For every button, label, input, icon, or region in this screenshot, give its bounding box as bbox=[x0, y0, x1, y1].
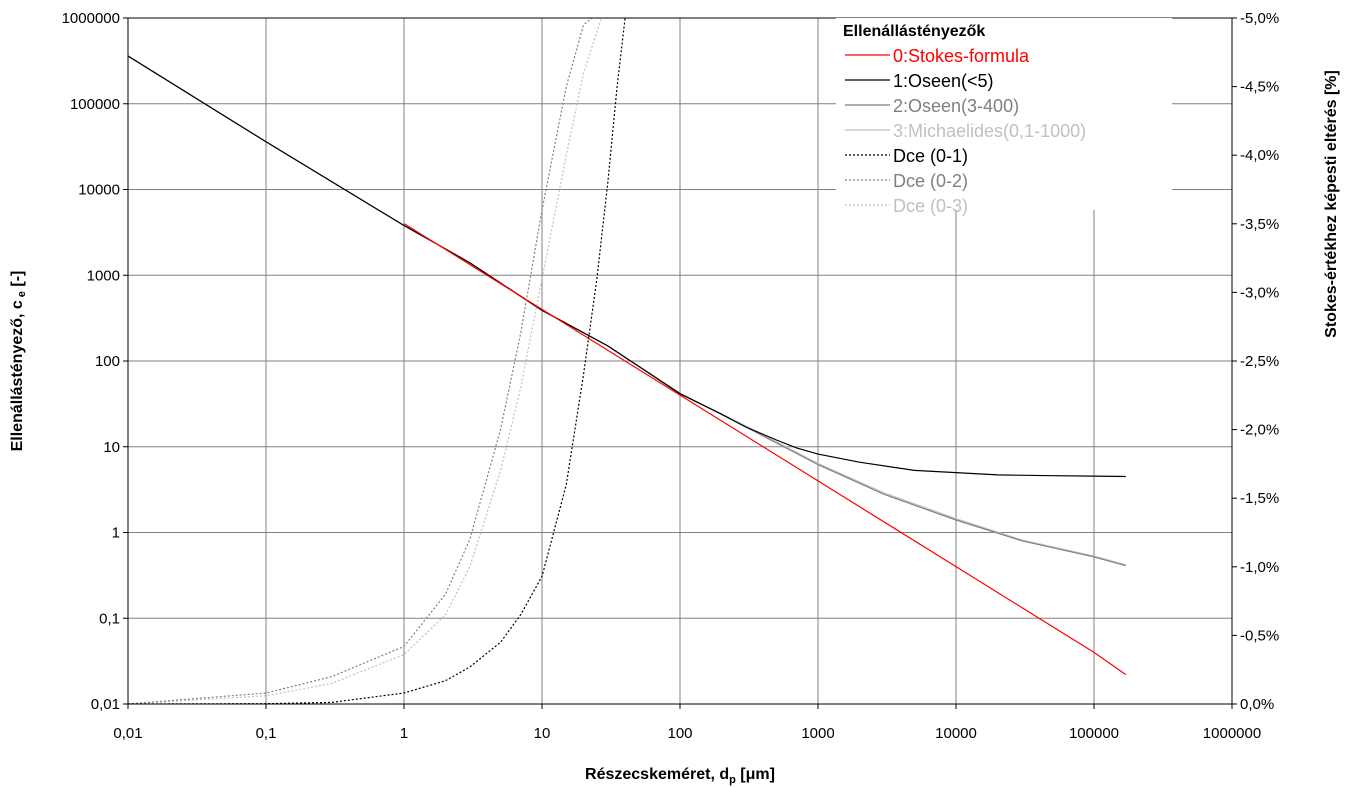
y-tick-label: 1 bbox=[112, 525, 120, 542]
x-tick-label: 100000 bbox=[1069, 725, 1119, 742]
y2-tick-label: -2,5% bbox=[1240, 353, 1279, 370]
legend-label: Dce (0-1) bbox=[893, 146, 968, 166]
y-axis-title-text: Ellenállástényező, c bbox=[9, 300, 26, 451]
y-tick-label: 10 bbox=[103, 439, 120, 456]
y-axis-title: Ellenállástényező, c e [-] bbox=[9, 271, 28, 452]
legend-label: Dce (0-3) bbox=[893, 196, 968, 216]
x-tick-label: 10 bbox=[534, 725, 551, 742]
series-line-6 bbox=[128, 18, 603, 704]
legend-background bbox=[836, 18, 1172, 210]
x-tick-label: 1000 bbox=[801, 725, 834, 742]
y2-axis-ticks: 0,0% -0,5% -1,0% -1,5% -2,0% -2,5% -3,0% -3,5% -… bbox=[1232, 10, 1279, 713]
y-tick-label: 10000 bbox=[78, 182, 120, 199]
series-line-1 bbox=[128, 55, 1126, 478]
x-axis-title-text: Részecskeméret, d bbox=[585, 766, 729, 783]
y-axis-title-sub: e bbox=[16, 291, 28, 297]
legend-label: 3:Michaelides(0,1-1000) bbox=[893, 121, 1086, 141]
series-line-4 bbox=[128, 18, 626, 704]
legend-label: 1:Oseen(<5) bbox=[893, 71, 994, 91]
legend: Ellenállástényezők 0:Stokes-formula 1:Ose… bbox=[836, 18, 1172, 216]
legend-label: 0:Stokes-formula bbox=[893, 46, 1030, 66]
legend-label: 2:Oseen(3-400) bbox=[893, 96, 1019, 116]
y-tick-label: 1000000 bbox=[62, 10, 120, 27]
x-tick-label: 100 bbox=[667, 725, 692, 742]
y-tick-label: 100000 bbox=[70, 96, 120, 113]
x-tick-label: 10000 bbox=[935, 725, 977, 742]
y2-tick-label: -3,5% bbox=[1240, 216, 1279, 233]
y2-tick-label: 0,0% bbox=[1240, 696, 1274, 713]
y-axis-ticks: 0,01 0,1 1 10 100 1000 10000 100000 1000000 bbox=[62, 10, 128, 713]
x-tick-label: 1 bbox=[400, 725, 408, 742]
x-axis-title-sub: p bbox=[729, 774, 736, 786]
y2-tick-label: -2,0% bbox=[1240, 422, 1279, 439]
legend-label: Dce (0-2) bbox=[893, 171, 968, 191]
y-tick-label: 1000 bbox=[87, 267, 120, 284]
y2-tick-label: -4,5% bbox=[1240, 79, 1279, 96]
y2-tick-label: -3,0% bbox=[1240, 284, 1279, 301]
series-line-0 bbox=[403, 223, 1127, 676]
y-tick-label: 0,01 bbox=[91, 696, 120, 713]
legend-items: 0:Stokes-formula 1:Oseen(<5) 2:Oseen(3-400… bbox=[845, 46, 1086, 216]
x-tick-label: 1000000 bbox=[1203, 725, 1261, 742]
x-axis-title: Részecskeméret, dp [μm] bbox=[585, 766, 775, 786]
x-tick-label: 0,01 bbox=[113, 725, 142, 742]
series-layer bbox=[128, 18, 1127, 704]
y2-tick-label: -0,5% bbox=[1240, 627, 1279, 644]
legend-title: Ellenállástényezők bbox=[843, 23, 985, 40]
y2-axis-title: Stokes-értékhez képesti eltérés [%] bbox=[1323, 70, 1340, 338]
y-tick-label: 100 bbox=[95, 353, 120, 370]
y2-tick-label: -1,5% bbox=[1240, 490, 1279, 507]
x-axis-title-unit: [μm] bbox=[736, 766, 775, 783]
y2-tick-label: -5,0% bbox=[1240, 10, 1279, 27]
y-axis-title-unit: [-] bbox=[9, 271, 26, 291]
y-tick-label: 0,1 bbox=[99, 610, 120, 627]
x-tick-label: 0,1 bbox=[256, 725, 277, 742]
y2-tick-label: -1,0% bbox=[1240, 559, 1279, 576]
x-axis-ticks: 0,01 0,1 1 10 100 1000 10000 100000 1000000 bbox=[113, 704, 1261, 742]
y2-tick-label: -4,0% bbox=[1240, 147, 1279, 164]
series-line-5 bbox=[128, 18, 593, 704]
